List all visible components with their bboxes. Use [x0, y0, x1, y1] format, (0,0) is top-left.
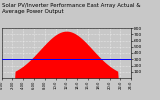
- Text: Solar PV/Inverter Performance East Array Actual & Average Power Output: Solar PV/Inverter Performance East Array…: [2, 3, 140, 14]
